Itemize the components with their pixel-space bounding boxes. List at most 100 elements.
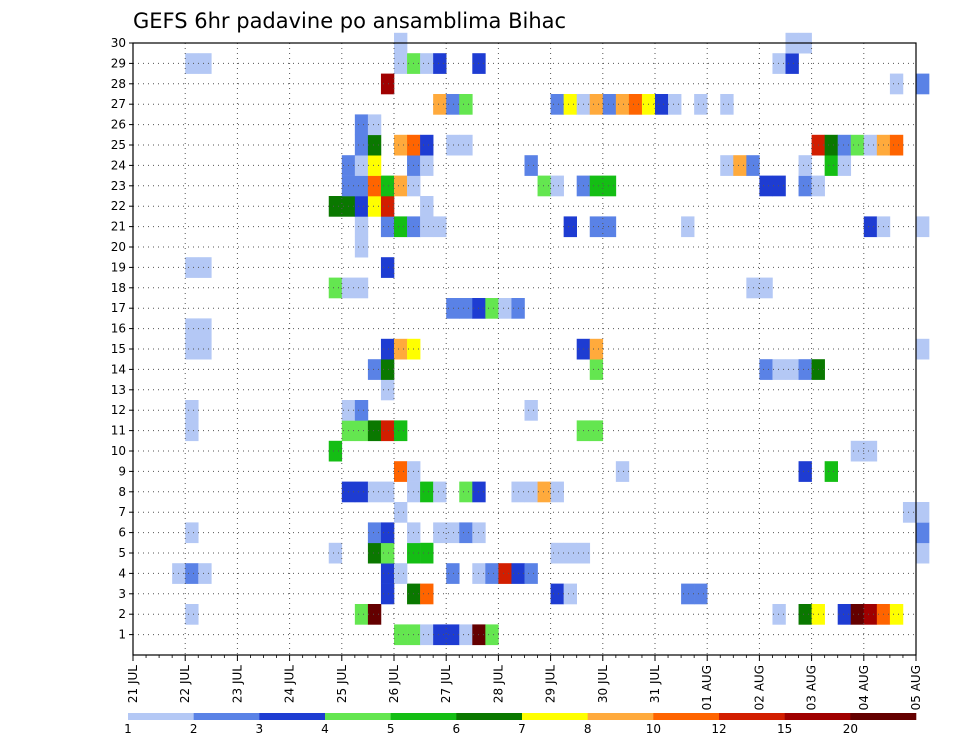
colorbar-swatch [456, 713, 523, 720]
y-tick-label: 28 [111, 77, 126, 91]
x-axis: 21 JUL 22 JUL 23 JUL 24 JUL 25 JUL 26 JUL 27 J… [126, 655, 923, 710]
heatmap-cell [850, 440, 865, 462]
y-tick-label: 12 [111, 403, 126, 417]
heatmap-cell [785, 53, 799, 74]
y-tick-label: 17 [111, 301, 126, 315]
heatmap-cell [602, 216, 617, 238]
heatmap-cell [589, 216, 604, 238]
x-tick-label: 28 JUL [491, 665, 505, 703]
heatmap-cell [759, 175, 773, 197]
heatmap-cell [354, 420, 369, 442]
heatmap-cell [394, 461, 408, 482]
heatmap-cell [354, 175, 369, 197]
x-tick-label: 29 JUL [544, 665, 558, 703]
heatmap-cell [694, 583, 708, 605]
heatmap-cell [367, 155, 382, 176]
heatmap-cell [889, 604, 904, 625]
colorbar-swatch [325, 713, 391, 720]
y-tick-label: 29 [111, 56, 126, 70]
heatmap-cell [459, 94, 473, 115]
heatmap-cell [602, 94, 617, 115]
heatmap-cell [420, 53, 434, 74]
y-tick-label: 18 [111, 281, 126, 295]
heatmap-cell [759, 359, 773, 380]
heatmap-cell [589, 420, 604, 442]
colorbar-label: 15 [777, 722, 792, 736]
heatmap-cell [380, 196, 395, 217]
heatmap-cell [498, 298, 512, 319]
y-tick-label: 10 [111, 444, 126, 458]
heatmap-cell [459, 522, 473, 544]
x-tick-label: 21 JUL [126, 665, 140, 703]
heatmap-cell [485, 298, 499, 319]
heatmap-cell [916, 216, 930, 238]
y-tick-label: 21 [111, 220, 126, 234]
y-tick-label: 30 [111, 36, 126, 50]
heatmap-cell [185, 257, 199, 278]
x-tick-label: 26 JUL [387, 665, 401, 703]
heatmap-cell [380, 420, 395, 442]
heatmap-cell [720, 155, 734, 176]
heatmap-cell [550, 94, 564, 115]
heatmap-cell [367, 196, 382, 217]
heatmap-cell [354, 481, 369, 503]
heatmap-cell [589, 338, 604, 360]
colorbar-label: 6 [453, 722, 461, 736]
heatmap-cell [185, 420, 199, 442]
y-tick-label: 16 [111, 322, 126, 336]
heatmap-cell [824, 155, 838, 176]
heatmap-cell [563, 216, 577, 238]
heatmap-cell [367, 134, 382, 156]
heatmap-cell [655, 94, 669, 115]
heatmap-cell [380, 563, 395, 584]
heatmap-cell [681, 583, 695, 605]
heatmap-cell [459, 134, 473, 156]
heatmap-cell [785, 359, 799, 380]
chart-title: GEFS 6hr padavine po ansamblima Bihac [133, 9, 566, 33]
heatmap-cell [367, 542, 382, 564]
colorbar-swatch [784, 713, 851, 720]
heatmap-cell [916, 522, 930, 544]
heatmap-cell [354, 236, 369, 258]
colorbar-swatch [128, 713, 194, 720]
heatmap-cell [380, 175, 395, 197]
heatmap-cell [916, 502, 930, 523]
colorbar: 1 2 3 4 5 6 7 8 10 12 15 20 [124, 713, 917, 736]
heatmap-cell [459, 298, 473, 319]
heatmap-cell [433, 522, 447, 544]
heatmap-cell [589, 175, 604, 197]
heatmap-cell [459, 624, 473, 646]
heatmap-cell [446, 298, 460, 319]
y-tick-label: 19 [111, 260, 126, 274]
heatmap-cell [367, 114, 382, 136]
heatmap-cell [433, 216, 447, 238]
heatmap-cell [446, 94, 460, 115]
heatmap-cell [550, 583, 564, 605]
heatmap-cell [798, 359, 812, 380]
heatmap-cell [615, 94, 630, 115]
heatmap-cell [589, 359, 604, 380]
heatmap-cell [433, 94, 447, 115]
heatmap-cell [185, 338, 199, 360]
x-tick-label: 27 JUL [439, 665, 453, 703]
heatmap-cell [459, 481, 473, 503]
heatmap-cell [772, 359, 786, 380]
heatmap-cell [524, 400, 538, 421]
heatmap-cell [354, 400, 369, 421]
y-tick-label: 3 [118, 587, 126, 601]
colorbar-swatch [193, 713, 260, 720]
heatmap-cell [394, 338, 408, 360]
x-tick-label: 31 JUL [648, 665, 662, 703]
heatmap-cell [772, 53, 786, 74]
heatmap-cell [380, 216, 395, 238]
colorbar-label: 4 [321, 722, 329, 736]
heatmap-cell [367, 175, 382, 197]
y-tick-label: 26 [111, 118, 126, 132]
heatmap-cell [380, 359, 395, 380]
heatmap-cell [354, 216, 369, 238]
heatmap-cell [550, 481, 564, 503]
heatmap-cell [694, 94, 708, 115]
heatmap-cell [380, 522, 395, 544]
heatmap-cell [198, 563, 212, 584]
heatmap-cell [394, 175, 408, 197]
